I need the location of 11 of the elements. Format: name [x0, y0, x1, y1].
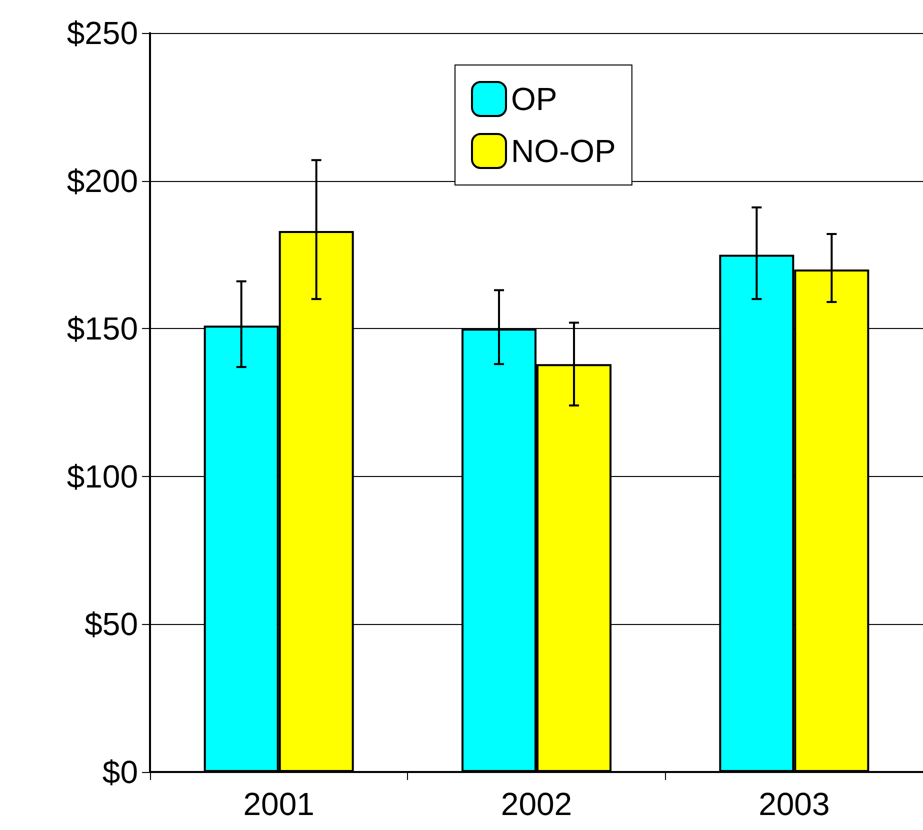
y-tick-label: $50 [84, 606, 138, 642]
x-tick-label: 2001 [243, 786, 314, 822]
legend-label: NO-OP [511, 133, 616, 169]
x-tick-label: 2002 [500, 786, 572, 822]
y-tick-label: $0 [102, 754, 138, 790]
y-tick-label: $100 [66, 458, 138, 494]
y-tick-label: $200 [66, 162, 138, 199]
legend-label: OP [511, 81, 558, 117]
y-tick-label: $250 [66, 15, 138, 51]
x-tick-label: 2003 [758, 786, 830, 822]
y-tick-label: $150 [66, 310, 138, 347]
